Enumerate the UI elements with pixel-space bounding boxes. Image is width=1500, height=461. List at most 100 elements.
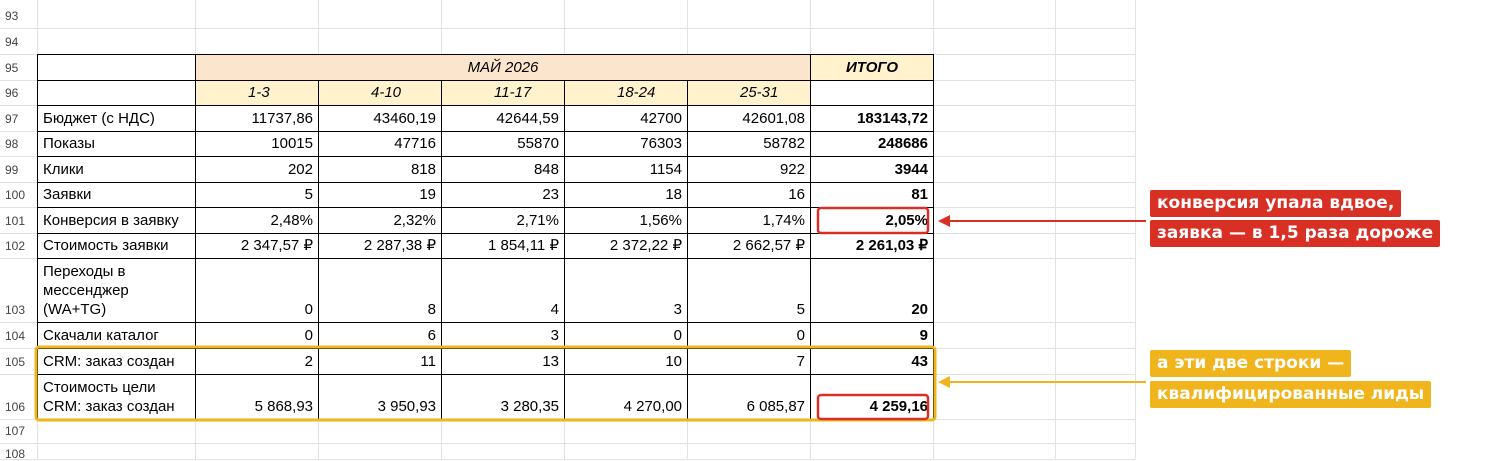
value-cell: 19 [318,182,442,208]
value-cell: 47716 [318,131,442,157]
value-cell: 11737,86 [195,105,319,132]
row-number: 108 [5,447,26,461]
header-empty-cell [37,54,196,81]
week-header: 1-3 [195,80,319,106]
value-cell: 1 854,11 ₽ [441,233,565,259]
value-cell: 18 [564,182,688,208]
row-number: 98 [5,137,19,151]
value-cell: 10015 [195,131,319,157]
value-cell: 1,56% [564,207,688,234]
value-cell: 2 347,57 ₽ [195,233,319,259]
value-cell: 3 [441,322,565,349]
value-cell: 3 280,35 [441,374,565,420]
row-label: Переходы в мессенджер (WA+TG) [37,258,196,323]
value-cell: 2 372,22 ₽ [564,233,688,259]
value-cell: 42644,59 [441,105,565,132]
total-cell: 81 [810,182,934,208]
week-header: 11-17 [441,80,565,106]
value-cell: 202 [195,156,319,183]
grid-line [0,28,1135,29]
row-number: 102 [5,239,26,253]
total-cell: 4 259,16 [810,374,934,420]
header-empty-cell [37,80,196,106]
week-header: 25-31 [687,80,811,106]
row-label: Конверсия в заявку [37,207,196,234]
arrow-head [938,215,950,227]
row-label: CRM: заказ создан [37,348,196,375]
row-number: 93 [5,9,19,23]
row-number: 94 [5,35,19,49]
annotation-label: квалифицированные лиды [1150,381,1432,408]
value-cell: 2 [195,348,319,375]
value-cell: 4 270,00 [564,374,688,420]
annotation-label: а эти две строки — [1150,350,1352,377]
value-cell: 6 [318,322,442,349]
row-number: 107 [5,424,26,438]
value-cell: 8 [318,258,442,323]
value-cell: 11 [318,348,442,375]
row-number: 97 [5,112,19,126]
week-header: 4-10 [318,80,442,106]
value-cell: 0 [195,258,319,323]
value-cell: 76303 [564,131,688,157]
value-cell: 5 868,93 [195,374,319,420]
value-cell: 848 [441,156,565,183]
row-label: Стоимость цели CRM: заказ создан [37,374,196,420]
value-cell: 3 [564,258,688,323]
grid-line [1055,0,1056,459]
value-cell: 1,74% [687,207,811,234]
value-cell: 6 085,87 [687,374,811,420]
value-cell: 5 [687,258,811,323]
value-cell: 2,71% [441,207,565,234]
total-cell: 3944 [810,156,934,183]
value-cell: 42700 [564,105,688,132]
row-number: 106 [5,400,26,414]
row-number: 105 [5,355,26,369]
value-cell: 3 950,93 [318,374,442,420]
total-cell: 248686 [810,131,934,157]
value-cell: 1154 [564,156,688,183]
row-number: 95 [5,61,19,75]
value-cell: 7 [687,348,811,375]
row-label: Заявки [37,182,196,208]
arrow-head [938,376,950,388]
value-cell: 922 [687,156,811,183]
grid-line [0,459,1135,460]
row-label: Бюджет (с НДС) [37,105,196,132]
header-empty-cell [810,80,934,106]
week-header: 18-24 [564,80,688,106]
annotation-label: заявка — в 1,5 раза дороже [1150,220,1441,247]
value-cell: 58782 [687,131,811,157]
value-cell: 4 [441,258,565,323]
row-label: Клики [37,156,196,183]
header-total: ИТОГО [810,54,934,81]
total-cell: 43 [810,348,934,375]
value-cell: 13 [441,348,565,375]
row-label: Показы [37,131,196,157]
row-number: 104 [5,329,26,343]
value-cell: 43460,19 [318,105,442,132]
value-cell: 818 [318,156,442,183]
value-cell: 2,32% [318,207,442,234]
total-cell: 9 [810,322,934,349]
row-number: 103 [5,303,26,317]
annotation-label: конверсия упала вдвое, [1150,190,1402,217]
header-month: МАЙ 2026 [195,54,811,81]
value-cell: 0 [687,322,811,349]
value-cell: 5 [195,182,319,208]
row-label: Скачали каталог [37,322,196,349]
value-cell: 2,48% [195,207,319,234]
row-number: 101 [5,214,26,228]
value-cell: 10 [564,348,688,375]
value-cell: 23 [441,182,565,208]
total-cell: 2 261,03 ₽ [810,233,934,259]
value-cell: 2 287,38 ₽ [318,233,442,259]
grid-line [0,443,1135,444]
row-number: 96 [5,86,19,100]
row-number: 99 [5,163,19,177]
total-cell: 183143,72 [810,105,934,132]
total-cell: 20 [810,258,934,323]
grid-line [1135,0,1136,459]
row-number: 100 [5,188,26,202]
